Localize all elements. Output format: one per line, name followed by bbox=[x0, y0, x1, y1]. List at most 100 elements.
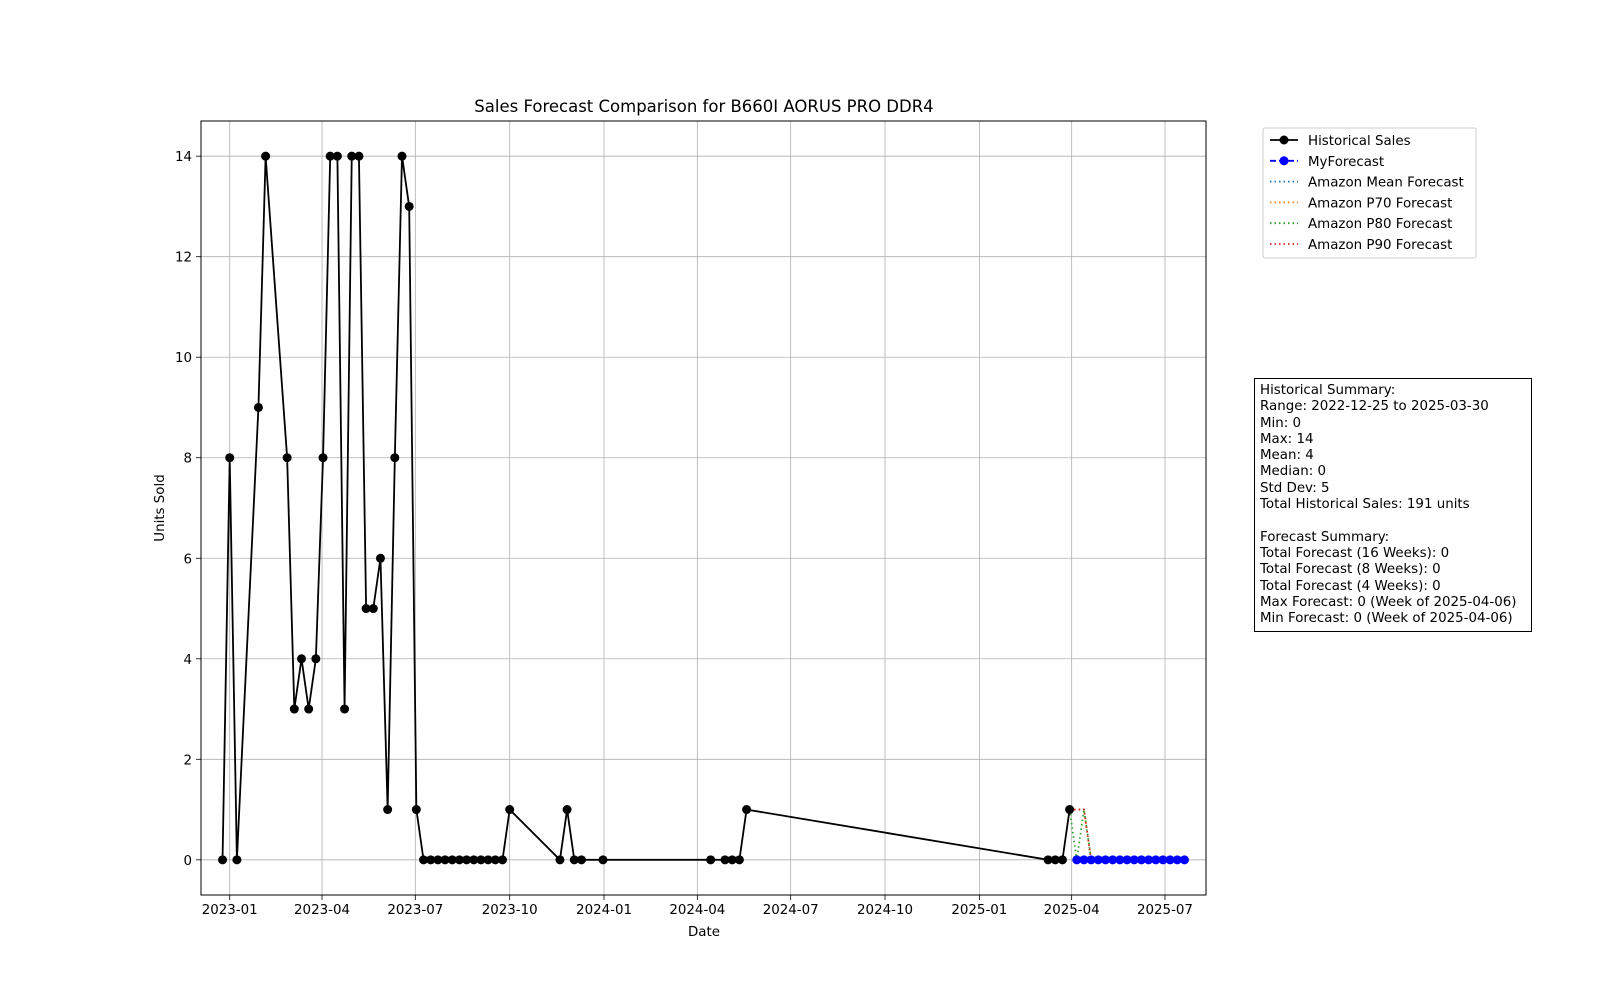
summary-annotation-box: Historical Summary: Range: 2022-12-25 to … bbox=[1254, 378, 1532, 633]
y-tick-label: 4 bbox=[183, 653, 192, 668]
data-point bbox=[1129, 855, 1139, 865]
series-amazon-p80-forecast bbox=[1068, 809, 1185, 861]
x-axis: 2023-01 2023-04 2023-07 2023-10 2024-01 2024-… bbox=[202, 895, 1193, 918]
grid bbox=[201, 121, 1206, 895]
data-point bbox=[1165, 855, 1175, 865]
data-point bbox=[1122, 855, 1132, 865]
data-point bbox=[347, 151, 357, 161]
legend-entry-amazon-p70-forecast: Amazon P70 Forecast bbox=[1308, 196, 1452, 211]
legend-marker bbox=[1279, 135, 1289, 145]
data-point bbox=[289, 704, 299, 714]
data-point bbox=[706, 855, 716, 865]
data-point bbox=[576, 855, 586, 865]
x-axis-label: Date bbox=[688, 925, 720, 940]
y-tick-label: 8 bbox=[183, 452, 192, 467]
data-point bbox=[1172, 855, 1182, 865]
data-point bbox=[282, 453, 292, 463]
summary-line: Std Dev: 5 bbox=[1260, 480, 1330, 496]
x-tick-label: 2024-10 bbox=[857, 903, 913, 918]
data-point bbox=[1079, 855, 1089, 865]
data-point bbox=[433, 855, 443, 865]
legend-entry-amazon-p90-forecast: Amazon P90 Forecast bbox=[1308, 238, 1452, 253]
data-point bbox=[598, 855, 608, 865]
data-point bbox=[498, 855, 507, 865]
data-point bbox=[440, 855, 450, 865]
x-tick-label: 2024-07 bbox=[763, 903, 819, 918]
data-point bbox=[1108, 855, 1118, 865]
data-point bbox=[375, 553, 385, 563]
summary-line: Total Forecast (16 Weeks): 0 bbox=[1260, 545, 1450, 561]
x-tick-label: 2023-01 bbox=[202, 903, 258, 918]
legend-entry-historical-sales: Historical Sales bbox=[1308, 134, 1411, 149]
data-point bbox=[734, 855, 744, 865]
data-point bbox=[1057, 855, 1067, 865]
data-point bbox=[1072, 855, 1082, 865]
data-point bbox=[1136, 855, 1146, 865]
summary-line: Median: 0 bbox=[1260, 464, 1326, 480]
y-tick-label: 12 bbox=[175, 251, 192, 266]
data-point bbox=[562, 805, 572, 815]
data-point bbox=[1144, 855, 1154, 865]
x-tick-label: 2025-07 bbox=[1137, 903, 1193, 918]
data-point bbox=[1065, 805, 1075, 815]
data-point bbox=[1086, 855, 1096, 865]
x-tick-label: 2025-04 bbox=[1044, 903, 1100, 918]
data-point bbox=[727, 855, 737, 865]
data-point bbox=[297, 654, 306, 664]
summary-line: Min: 0 bbox=[1260, 415, 1302, 431]
y-tick-label: 2 bbox=[183, 753, 192, 768]
data-point bbox=[483, 855, 493, 865]
data-point bbox=[253, 402, 263, 412]
data-point bbox=[419, 855, 429, 865]
data-point bbox=[225, 453, 235, 463]
series-historical-sales bbox=[218, 151, 1075, 865]
x-tick-label: 2023-10 bbox=[482, 903, 538, 918]
data-point bbox=[390, 453, 400, 463]
data-point bbox=[1179, 855, 1189, 865]
data-point bbox=[1093, 855, 1103, 865]
summary-spacer bbox=[1260, 513, 1526, 529]
summary-line: Range: 2022-12-25 to 2025-03-30 bbox=[1260, 399, 1489, 415]
data-point bbox=[476, 855, 486, 865]
data-point bbox=[454, 855, 464, 865]
legend: Historical Sales MyForecast Amazon Mean Fo… bbox=[1262, 127, 1477, 259]
data-point bbox=[325, 151, 335, 161]
data-point bbox=[505, 805, 515, 815]
x-tick-label: 2025-01 bbox=[951, 903, 1007, 918]
data-point bbox=[397, 151, 407, 161]
data-point bbox=[218, 855, 228, 865]
data-point bbox=[411, 805, 421, 815]
plot-area-frame bbox=[200, 120, 1207, 896]
data-point bbox=[462, 855, 472, 865]
summary-line: Total Historical Sales: 191 units bbox=[1260, 497, 1470, 513]
y-tick-label: 14 bbox=[175, 150, 192, 165]
x-tick-label: 2024-01 bbox=[576, 903, 632, 918]
summary-line: Total Forecast (4 Weeks): 0 bbox=[1260, 578, 1441, 594]
legend-entry-amazon-p80-forecast: Amazon P80 Forecast bbox=[1308, 217, 1452, 232]
data-point bbox=[469, 855, 479, 865]
summary-line: Max: 14 bbox=[1260, 431, 1314, 447]
x-tick-label: 2023-04 bbox=[294, 903, 350, 918]
data-point bbox=[569, 855, 579, 865]
data-point bbox=[232, 855, 242, 865]
x-tick-label: 2023-07 bbox=[387, 903, 443, 918]
data-point bbox=[261, 151, 271, 161]
legend-entry-myforecast: MyForecast bbox=[1308, 155, 1384, 170]
data-point bbox=[354, 151, 364, 161]
data-point bbox=[340, 704, 350, 714]
data-point bbox=[318, 453, 328, 463]
series-line-amazon-p80-forecast bbox=[1068, 809, 1185, 861]
data-point bbox=[361, 604, 371, 614]
summary-line: Historical Summary: bbox=[1260, 383, 1396, 398]
y-axis-label: Units Sold bbox=[153, 474, 168, 541]
data-point bbox=[742, 805, 752, 815]
y-axis: 0 2 4 6 8 10 12 14 bbox=[175, 150, 201, 869]
series-myforecast bbox=[1072, 855, 1189, 865]
legend-entry-amazon-mean-forecast: Amazon Mean Forecast bbox=[1308, 176, 1464, 191]
y-tick-label: 0 bbox=[183, 854, 192, 869]
data-point bbox=[1101, 855, 1110, 865]
summary-line: Mean: 4 bbox=[1260, 448, 1314, 464]
data-point bbox=[1043, 855, 1053, 865]
series-line-historical-sales bbox=[221, 155, 1071, 862]
